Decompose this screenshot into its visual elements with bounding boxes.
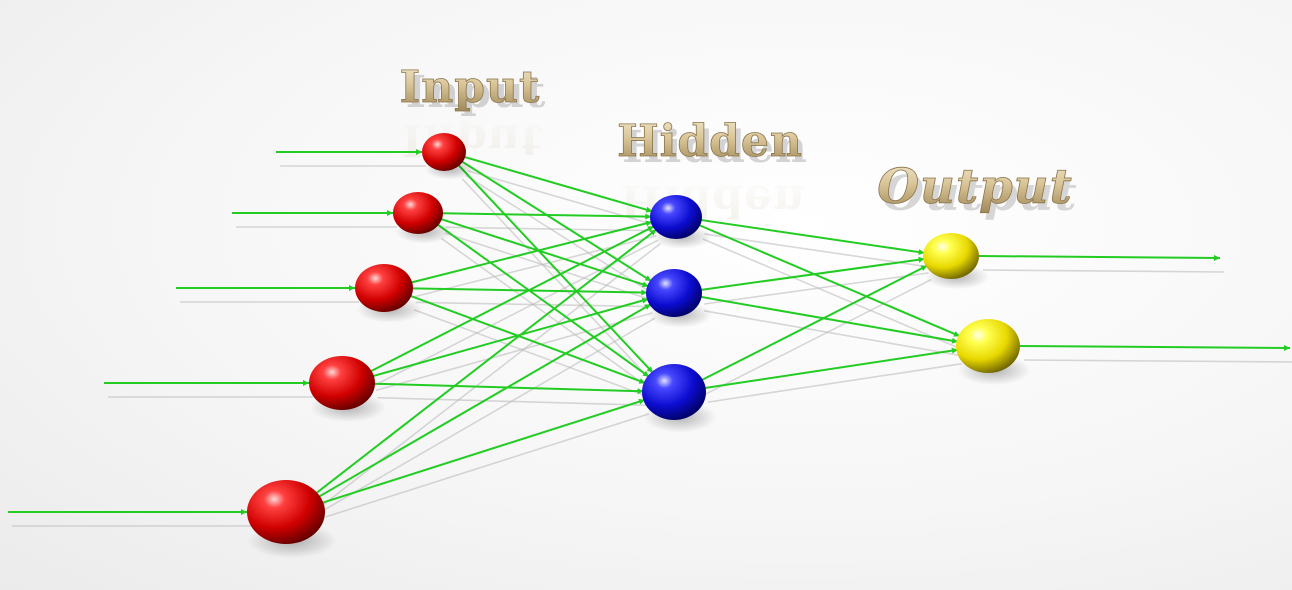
label-hidden: Hidden Hidden Hidden: [617, 116, 808, 226]
input-neuron-5: [247, 480, 337, 559]
hidden-neuron-1: [650, 195, 712, 249]
connection-i5-h3: [321, 398, 646, 504]
hidden-label-reflection: Hidden: [620, 175, 806, 226]
hidden-label-shadow: Hidden: [622, 122, 808, 173]
connection-h1-o1-shadow: [704, 233, 929, 268]
connection-i5-h2-shadow: [321, 317, 656, 512]
layer-labels: Input Input Input Hidden Hidden Hidden O…: [399, 62, 1078, 226]
connection-h2-o2: [700, 295, 959, 344]
connection-i4-h2-shadow: [376, 312, 653, 392]
connection-h2-o2-shadow: [704, 310, 963, 357]
input-neuron-1: [422, 133, 476, 180]
connection-i3-h1: [410, 220, 653, 284]
label-output: Output Output: [877, 159, 1078, 222]
input-label-shadow: Input: [406, 67, 547, 118]
output-label-shadow: Output: [882, 166, 1078, 222]
input-neuron-2-sphere: [393, 192, 443, 234]
output-arrow-2: [1019, 344, 1291, 351]
input-neuron-3: [355, 264, 424, 323]
input-neuron-5-sphere: [247, 480, 325, 544]
connection-h1-o2: [698, 224, 961, 338]
connection-h1-o2-shadow: [702, 238, 965, 351]
connection-i1-h1: [463, 155, 653, 213]
input-label-reflection: Input: [402, 114, 543, 165]
connection-h3-o2-shadow: [707, 362, 963, 403]
connection-h2-o1-shadow: [704, 272, 929, 305]
hidden-neuron-3: [642, 364, 717, 433]
connection-h3-o1-shadow: [704, 278, 932, 395]
connection-i1-h2-shadow: [465, 174, 656, 296]
connection-i2-h1: [441, 212, 652, 220]
connection-i4-h2: [371, 297, 649, 378]
output-arrow-1-shadow: [982, 269, 1225, 273]
hidden-neuron-1-sphere: [650, 195, 702, 239]
output-neuron-1-sphere: [923, 233, 979, 279]
connection-h2-o1: [700, 256, 925, 291]
connection-i1-h3: [457, 164, 654, 374]
input-neuron-4-sphere: [309, 356, 375, 410]
output-label: Output: [877, 159, 1073, 215]
input-neuron-1-sphere: [422, 133, 466, 171]
connection-i5-h1: [314, 228, 657, 495]
hidden-neuron-3-sphere: [642, 364, 706, 420]
input-neuron-4: [309, 356, 386, 423]
hidden-neuron-2-sphere: [646, 269, 702, 317]
connection-layer: [8, 149, 1291, 515]
connection-i3-h3: [409, 294, 646, 384]
connection-i2-h2: [440, 217, 649, 288]
output-neuron-2-sphere: [956, 319, 1020, 373]
input-neuron-2: [393, 192, 453, 244]
connection-i5-h3-shadow: [325, 413, 650, 518]
hidden-label: Hidden: [617, 116, 803, 167]
output-arrow-2-shadow: [1023, 359, 1292, 363]
hidden-neuron-2: [646, 269, 713, 328]
connection-i2-h2-shadow: [444, 232, 653, 301]
output-arrow-1: [978, 254, 1221, 261]
output-neuron-1: [923, 233, 990, 290]
neuron-layer: [247, 133, 1031, 559]
input-neuron-3-sphere: [355, 264, 413, 312]
connection-h3-o2: [703, 347, 959, 390]
connection-i2-h3: [436, 223, 650, 378]
connection-h1-o1: [700, 218, 925, 256]
connection-h3-o1: [700, 264, 928, 382]
connection-i1-h2: [461, 160, 652, 282]
connection-i3-h3-shadow: [413, 308, 650, 398]
output-neuron-2: [956, 319, 1031, 386]
connection-i5-h2: [317, 303, 652, 498]
shadow-layer: [12, 165, 1292, 527]
label-input: Input Input Input: [399, 62, 547, 165]
connection-i4-h1: [369, 225, 655, 373]
input-label: Input: [400, 62, 541, 113]
